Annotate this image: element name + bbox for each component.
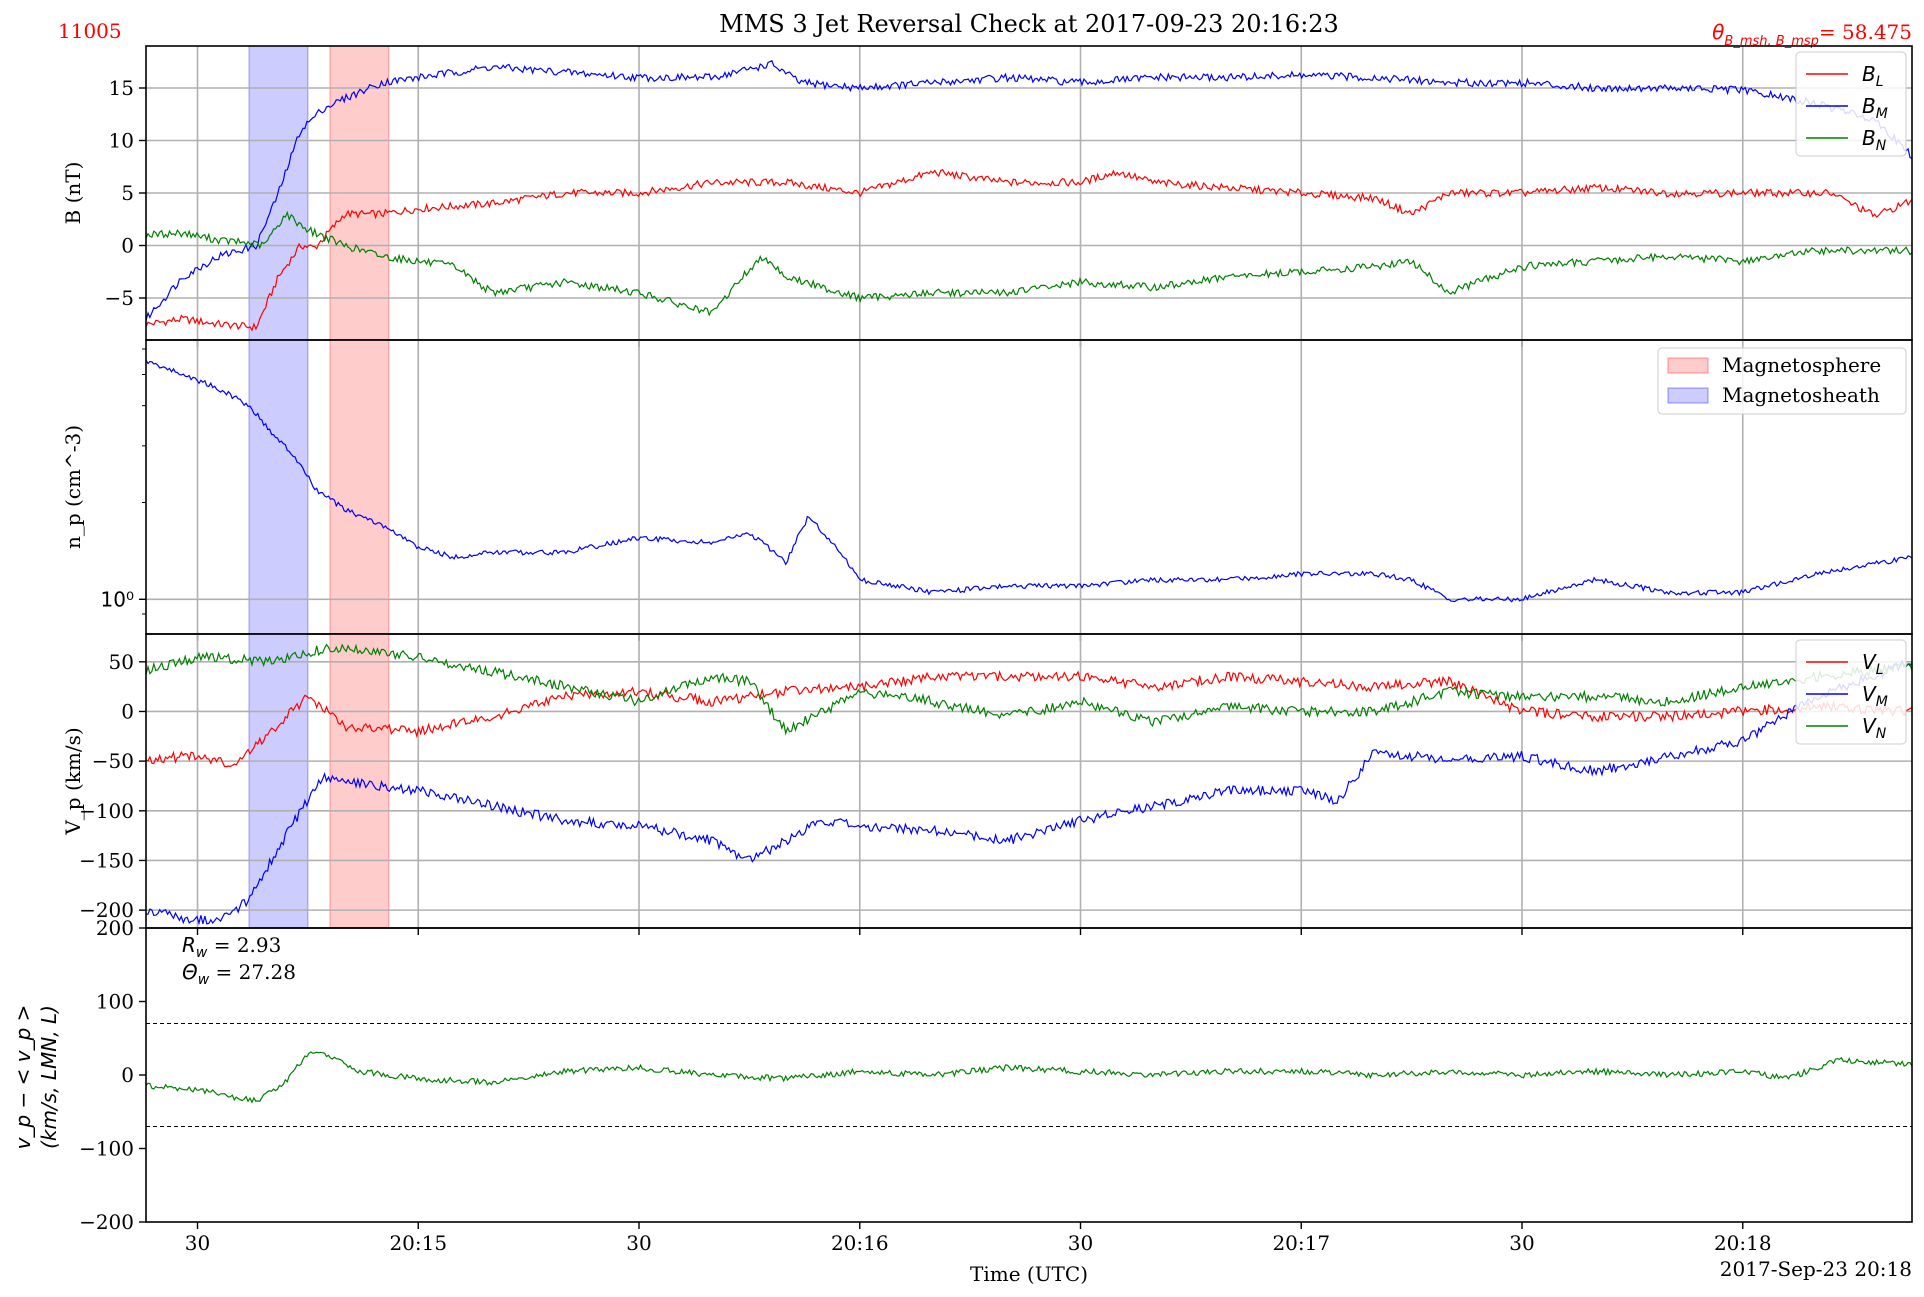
legend-patch-magnetosphere bbox=[1667, 357, 1709, 374]
legend-box-0 bbox=[1795, 51, 1907, 157]
y-tick-label: 10⁰ bbox=[101, 587, 134, 611]
series-line-v-m bbox=[145, 659, 1913, 926]
legend-label-v-m: VM bbox=[1862, 682, 1888, 710]
series-line-v-l bbox=[145, 670, 1913, 768]
y-label-line2: (km/s, LMN, L) bbox=[37, 1005, 61, 1149]
y-axis-label: B (nT) bbox=[61, 162, 85, 225]
legend-patch-magnetosheath bbox=[1667, 387, 1709, 404]
annotation-thetaw: Θw = 27.28 bbox=[182, 960, 296, 988]
x-tick-label: 30 bbox=[1068, 1231, 1093, 1255]
legend-label-v-l: VL bbox=[1862, 650, 1884, 678]
x-tick-label: 30 bbox=[626, 1231, 651, 1255]
series-line-b-m bbox=[145, 60, 1913, 321]
legend-box-intervals bbox=[1657, 347, 1907, 415]
y-tick-label: 15 bbox=[109, 76, 134, 100]
y-axis-label-walen: v_p − < v_p > (km/s, LMN, L) bbox=[11, 1005, 61, 1150]
y-tick-label: −100 bbox=[79, 799, 134, 823]
y-tick-label: 0 bbox=[121, 1063, 134, 1087]
span-magnetosheath-1 bbox=[248, 339, 309, 635]
figure-title: MMS 3 Jet Reversal Check at 2017-09-23 2… bbox=[719, 10, 1339, 38]
y-axis-label: n_p (cm^-3) bbox=[61, 425, 85, 549]
legend-label-magnetosphere: Magnetosphere bbox=[1722, 353, 1881, 377]
y-label-line1: v_p − < v_p > bbox=[11, 1005, 35, 1150]
legend-label-magnetosheath: Magnetosheath bbox=[1722, 383, 1880, 407]
y-tick-label: −50 bbox=[92, 749, 134, 773]
legend-label-b-m: BM bbox=[1862, 94, 1888, 122]
legend-label-b-n: BN bbox=[1862, 126, 1887, 154]
series-line-residual bbox=[145, 1051, 1913, 1104]
y-tick-label: 0 bbox=[121, 699, 134, 723]
y-tick-label: 5 bbox=[121, 181, 134, 205]
x-tick-label: 30 bbox=[185, 1231, 210, 1255]
series-line-b-l bbox=[145, 168, 1913, 332]
y-tick-label: 0 bbox=[121, 234, 134, 258]
y-tick-label: 10 bbox=[109, 129, 134, 153]
annotation-rw: Rw = 2.93 bbox=[182, 933, 281, 961]
series-line-b-n bbox=[145, 210, 1913, 317]
x-tick-label: 20:16 bbox=[831, 1231, 889, 1255]
x-axis-label: Time (UTC) bbox=[970, 1262, 1088, 1286]
y-tick-label: 200 bbox=[96, 916, 134, 940]
x-tick-label: 20:15 bbox=[389, 1231, 447, 1255]
y-tick-label: 100 bbox=[96, 990, 134, 1014]
x-tick-label: 20:17 bbox=[1272, 1231, 1330, 1255]
series-line-v-n bbox=[145, 643, 1913, 736]
y-tick-label: −100 bbox=[79, 1137, 134, 1161]
x-tick-label: 30 bbox=[1509, 1231, 1534, 1255]
legend-label-v-n: VN bbox=[1862, 714, 1887, 742]
y-axis-label: V_p (km/s) bbox=[61, 727, 85, 835]
date-label: 2017-Sep-23 20:18 bbox=[1720, 1257, 1912, 1281]
span-magnetosphere-1 bbox=[329, 339, 390, 635]
x-tick-label: 20:18 bbox=[1714, 1231, 1772, 1255]
y-tick-label: 50 bbox=[109, 650, 134, 674]
y-tick-label: −200 bbox=[79, 1210, 134, 1234]
y-tick-label: −200 bbox=[79, 898, 134, 922]
span-magnetosheath-2 bbox=[248, 633, 309, 929]
legend-label-b-l: BL bbox=[1862, 62, 1884, 90]
series-line-n-p bbox=[145, 359, 1913, 603]
y-tick-label: −5 bbox=[105, 286, 134, 310]
y-tick-label: −150 bbox=[79, 848, 134, 872]
plot-id-label: 11005 bbox=[58, 19, 122, 43]
legend-box-2 bbox=[1795, 639, 1907, 745]
